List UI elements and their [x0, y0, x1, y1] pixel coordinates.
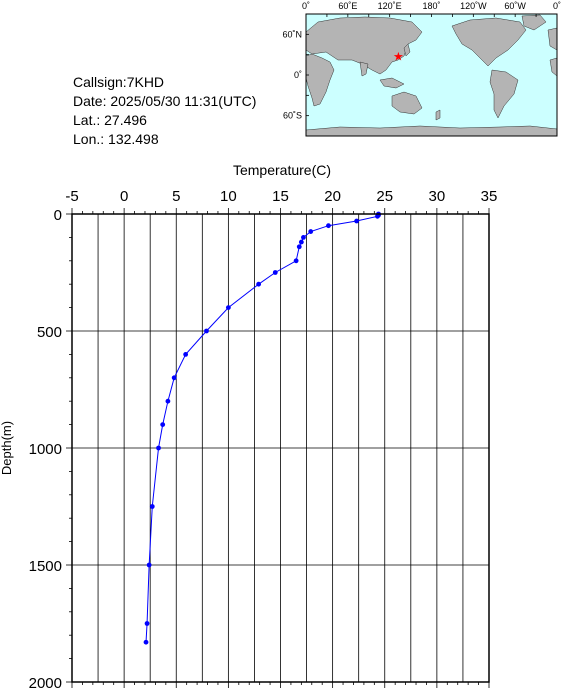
land-australia	[391, 91, 423, 115]
map-lon-label: 60˚E	[338, 1, 357, 11]
map-land	[305, 14, 558, 137]
data-point	[171, 375, 177, 381]
callsign-text: Callsign:7KHD	[73, 74, 165, 90]
map-lat-label: 60˚N	[282, 29, 302, 39]
y-axis-title: Depth(m)	[0, 421, 14, 475]
map-ticks	[305, 13, 558, 137]
y-tick-label: 2000	[29, 675, 62, 690]
data-point	[375, 213, 380, 219]
data-point	[149, 504, 155, 509]
land-eurasia	[305, 16, 423, 75]
data-point	[256, 281, 262, 287]
data-point	[293, 258, 299, 264]
map-lon-label: 120˚W	[460, 1, 487, 11]
data-point	[204, 328, 209, 334]
y-tick-label: 1500	[29, 558, 62, 575]
land-south-america	[489, 69, 519, 119]
station-marker-icon: ★	[393, 49, 404, 63]
chart-grid	[71, 214, 490, 682]
data-point	[296, 244, 302, 250]
date-text: Date: 2025/05/30 11:31(UTC)	[73, 93, 257, 109]
land-greenland	[521, 14, 547, 31]
x-axis-title: Temperature(C)	[233, 162, 331, 178]
land-north-america	[451, 17, 527, 67]
map-lon-label: 60˚W	[504, 1, 526, 11]
y-tick-labels: 0 500 1000 1500 2000	[29, 207, 62, 690]
x-tick-label: 25	[376, 188, 393, 205]
data-point	[146, 562, 152, 568]
y-tick-label: 500	[37, 324, 62, 341]
land-indonesia	[379, 77, 405, 89]
station-info: Callsign:7KHD Date: 2025/05/30 11:31(UTC…	[73, 73, 256, 149]
y-tick-label: 0	[54, 207, 62, 224]
data-point	[298, 239, 304, 245]
data-point	[326, 223, 331, 229]
x-tick-label: -5	[65, 188, 78, 205]
data-point	[308, 229, 314, 234]
map-lon-label: 120˚E	[378, 1, 402, 11]
latitude-text: Lat.: 27.496	[73, 112, 147, 128]
data-point	[225, 305, 231, 310]
temperature-profile-line	[145, 214, 379, 643]
x-tick-label: 5	[172, 188, 180, 205]
x-tick-label: 15	[272, 188, 289, 205]
map-lat-label: 60˚S	[283, 111, 302, 121]
land-india	[359, 61, 369, 77]
data-point	[301, 235, 306, 240]
map-lon-labels: 0˚ 60˚E 120˚E 180˚ 120˚W 60˚W 0˚	[302, 1, 561, 11]
data-point	[354, 218, 360, 224]
map-lat-labels: 60˚N 0˚ 60˚S	[282, 29, 302, 120]
land-japan	[403, 43, 411, 57]
x-tick-label: 20	[324, 188, 341, 205]
x-tick-label: 30	[429, 188, 446, 205]
plot-frame	[71, 213, 490, 683]
data-point	[144, 621, 150, 626]
land-africa	[305, 53, 335, 107]
x-tick-label: 0	[120, 188, 128, 205]
map-lon-label: 180˚	[422, 1, 440, 11]
map-lon-label: 0˚	[302, 1, 310, 11]
map-lon-label: 0˚	[553, 1, 561, 11]
temperature-profile-points	[143, 211, 381, 645]
data-point	[143, 639, 149, 645]
data-point	[272, 270, 278, 275]
x-tick-labels: -5 0 5 10 15 20 25 30 35	[65, 188, 497, 205]
x-tick-label: 10	[220, 188, 237, 205]
map-lat-label: 0˚	[294, 70, 302, 80]
data-point	[156, 445, 161, 451]
y-tick-label: 1000	[29, 441, 62, 458]
land-new-zealand	[435, 109, 441, 121]
data-point	[183, 352, 189, 357]
x-tick-label: 35	[481, 188, 498, 205]
data-point	[165, 398, 171, 404]
longitude-text: Lon.: 132.498	[73, 131, 159, 147]
data-point	[160, 422, 166, 427]
